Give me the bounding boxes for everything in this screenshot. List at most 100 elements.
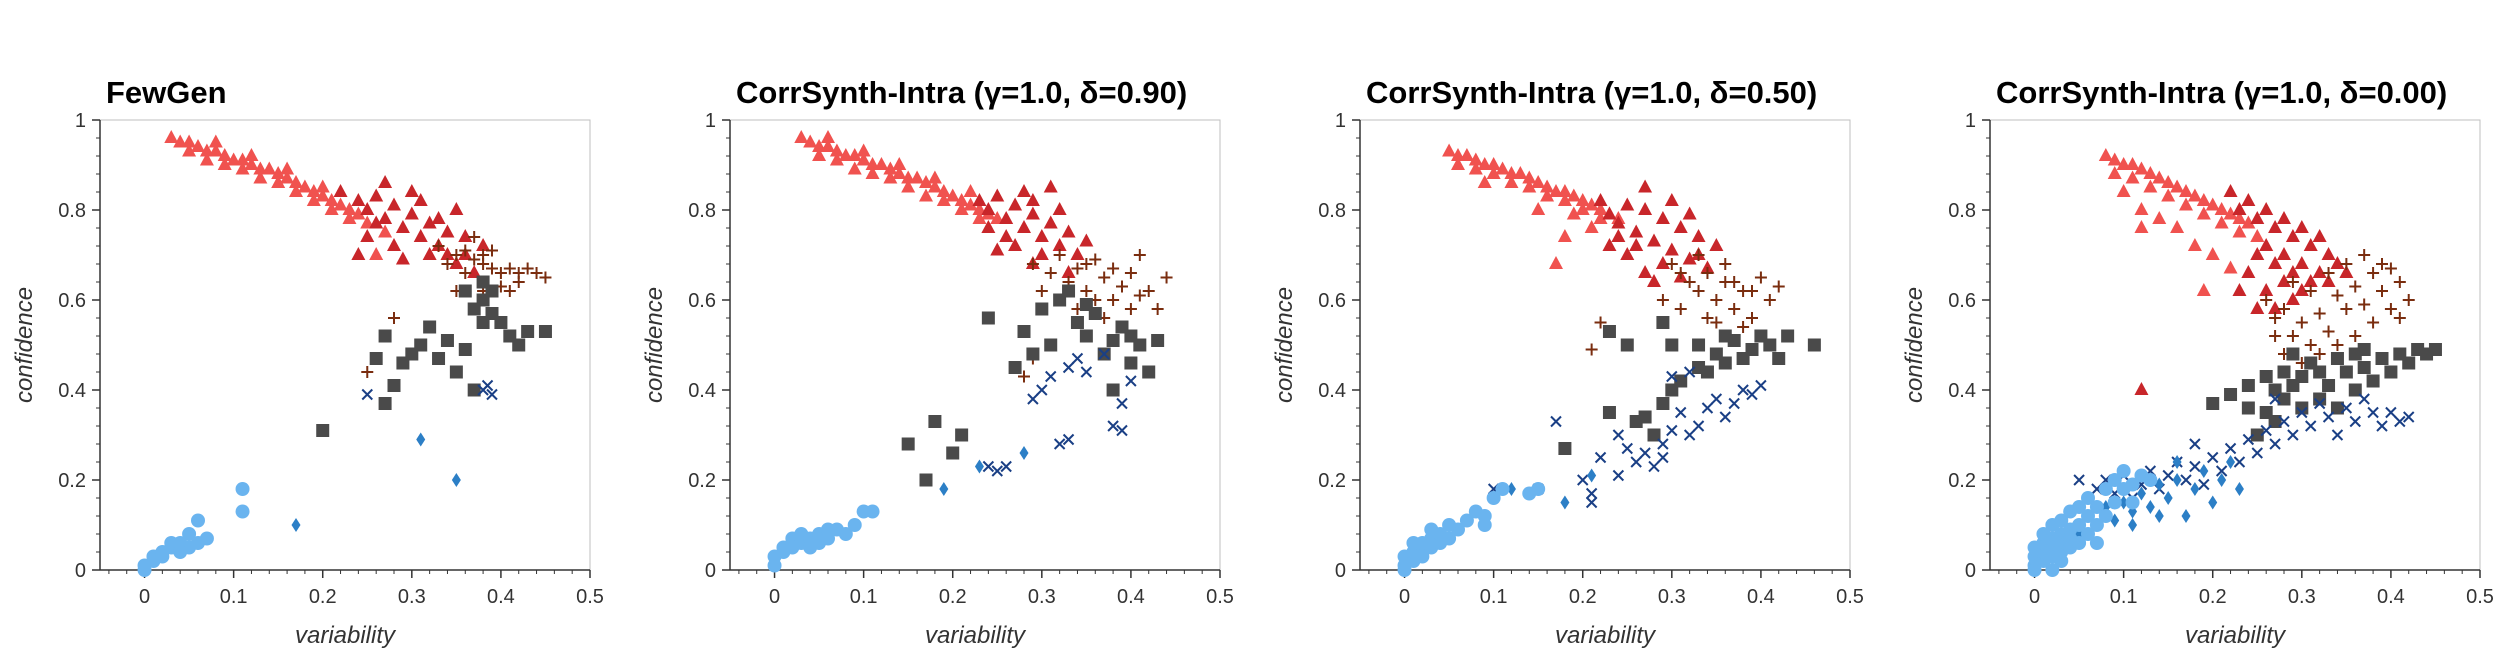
data-point-diamond xyxy=(2128,518,2138,532)
x-axis-label: variability xyxy=(295,622,397,649)
y-tick-label: 1 xyxy=(75,110,86,132)
data-point-triangle xyxy=(1025,193,1040,206)
data-point-square xyxy=(2348,383,2362,397)
data-point-circle xyxy=(2045,563,2060,577)
data-point-x xyxy=(2340,402,2353,414)
data-point-triangle xyxy=(1638,265,1653,278)
data-point-plus xyxy=(477,249,490,261)
data-point-square xyxy=(485,307,499,320)
data-point-triangle xyxy=(901,179,916,193)
data-point-triangle xyxy=(1593,211,1608,224)
data-point-square xyxy=(2375,352,2389,365)
data-point-square xyxy=(2330,401,2344,415)
data-point-triangle xyxy=(999,229,1014,242)
data-point-triangle xyxy=(404,206,419,220)
data-point-x xyxy=(1683,366,1696,378)
data-point-triangle xyxy=(990,188,1005,202)
data-point-plus xyxy=(1116,280,1128,293)
data-point-square xyxy=(2259,370,2273,383)
data-point-triangle xyxy=(2277,274,2291,287)
data-point-x xyxy=(2251,447,2263,459)
data-point-triangle xyxy=(1043,179,1058,193)
data-point-triangle xyxy=(2134,382,2149,395)
x-tick-label: 0.1 xyxy=(2110,586,2138,608)
data-point-triangle xyxy=(812,148,827,161)
data-point-x xyxy=(1062,433,1075,446)
data-point-triangle xyxy=(1629,238,1644,251)
data-point-plus xyxy=(1594,316,1607,329)
data-point-plus xyxy=(1035,285,1048,297)
data-point-triangle xyxy=(1682,251,1697,265)
data-point-triangle xyxy=(1566,206,1581,220)
data-point-x xyxy=(1612,429,1625,441)
data-point-plus xyxy=(2393,312,2406,324)
chart-title: CorrSynth-Intra (γ=1.0, δ=0.50) xyxy=(1366,75,1817,110)
data-point-plus xyxy=(1728,276,1741,288)
data-point-plus xyxy=(1674,267,1687,279)
data-point-triangle xyxy=(1620,247,1635,260)
data-point-square xyxy=(1718,356,1732,370)
data-point-triangle xyxy=(458,229,473,242)
data-point-square xyxy=(414,338,428,352)
data-point-plus xyxy=(1160,271,1173,284)
data-point-plus xyxy=(1098,271,1111,284)
data-point-triangle xyxy=(990,211,1005,224)
data-point-triangle xyxy=(972,211,987,224)
data-point-triangle xyxy=(1557,229,1572,242)
data-point-triangle xyxy=(395,251,410,265)
data-point-square xyxy=(981,311,995,325)
data-point-triangle xyxy=(883,170,898,184)
data-point-plus xyxy=(1585,343,1598,356)
data-point-plus xyxy=(2269,330,2282,342)
data-point-triangle xyxy=(476,238,491,251)
x-tick-label: 0.5 xyxy=(576,586,604,608)
data-point-square xyxy=(1008,361,1022,374)
data-point-plus xyxy=(1151,303,1164,315)
data-point-plus xyxy=(2349,280,2362,293)
data-point-triangle xyxy=(1061,265,1076,278)
data-point-triangle xyxy=(315,188,330,202)
data-point-plus xyxy=(2304,285,2317,297)
data-point-x xyxy=(1728,397,1740,410)
data-point-square xyxy=(2286,347,2300,361)
data-point-triangle xyxy=(2259,202,2274,215)
data-point-triangle xyxy=(972,202,987,215)
data-point-plus xyxy=(2269,312,2282,324)
data-point-triangle xyxy=(360,229,375,242)
data-point-triangle xyxy=(280,161,295,175)
data-point-triangle xyxy=(306,184,321,197)
data-point-square xyxy=(1602,406,1616,419)
data-point-triangle xyxy=(2196,206,2211,220)
y-tick-label: 0.8 xyxy=(58,200,86,222)
data-point-triangle xyxy=(1052,202,1067,215)
data-point-plus xyxy=(2349,330,2362,342)
data-point-triangle xyxy=(182,134,197,148)
data-point-square xyxy=(432,352,446,365)
data-point-triangle xyxy=(2161,175,2176,188)
data-point-square xyxy=(1665,338,1679,352)
data-point-triangle xyxy=(2196,193,2211,206)
x-tick-label: 0.5 xyxy=(1206,586,1234,608)
data-point-plus xyxy=(1719,258,1732,270)
data-point-triangle xyxy=(2294,256,2309,269)
data-point-plus xyxy=(494,267,507,279)
x-tick-label: 0.2 xyxy=(309,586,337,608)
data-point-triangle xyxy=(2152,170,2167,184)
data-point-triangle xyxy=(2321,247,2336,260)
data-point-x xyxy=(1036,384,1048,396)
data-point-circle xyxy=(2107,495,2122,510)
data-point-x xyxy=(1550,415,1562,428)
data-point-plus xyxy=(1044,267,1057,279)
data-point-triangle xyxy=(253,161,268,175)
data-point-square xyxy=(1062,284,1076,298)
x-tick-label: 0.5 xyxy=(2466,586,2494,608)
data-point-circle xyxy=(2089,500,2104,514)
data-point-plus xyxy=(1754,271,1767,284)
data-point-x xyxy=(1594,451,1607,464)
data-point-plus xyxy=(2393,276,2406,288)
data-point-plus xyxy=(1018,370,1030,383)
data-point-triangle xyxy=(182,143,197,157)
data-point-triangle xyxy=(1593,193,1608,206)
data-point-circle xyxy=(2089,536,2104,550)
